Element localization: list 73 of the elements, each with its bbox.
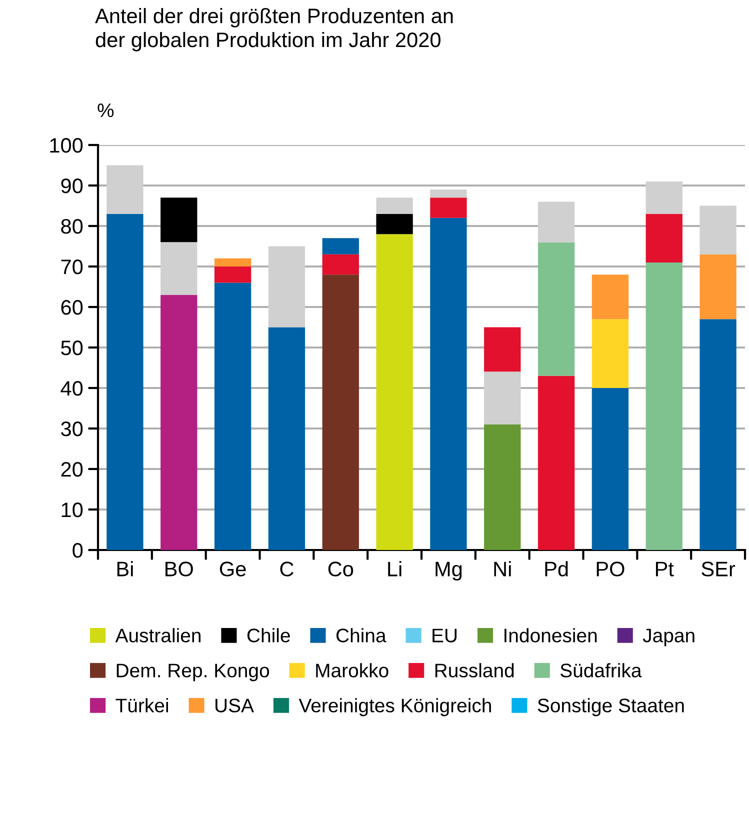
bar [592, 388, 629, 550]
x-tick-label: Pt [656, 562, 674, 576]
y-axis-title: % [98, 104, 114, 118]
legend-label: EU [432, 628, 457, 642]
bar [646, 181, 682, 214]
x-tick-label: SEr [702, 562, 736, 576]
legend-label: Marokko [316, 663, 388, 678]
bar [322, 238, 359, 254]
bar [700, 319, 736, 550]
bar [376, 234, 413, 550]
legend-label: Dem. Rep. Kongo [116, 664, 270, 682]
y-tick-label: 80 [61, 219, 83, 234]
x-tick-label: Ni [494, 561, 511, 576]
bar [160, 198, 198, 242]
bar [538, 242, 575, 376]
y-tick-label: 90 [61, 178, 83, 194]
y-tick-label: 60 [61, 300, 83, 315]
y-tick-label: 30 [61, 422, 83, 436]
bar [214, 282, 252, 550]
bar [646, 214, 682, 262]
bar [700, 206, 736, 254]
bar [538, 202, 575, 242]
bar [322, 274, 359, 550]
x-tick-label: Ge [220, 562, 246, 576]
legend-label: Südafrika [560, 663, 642, 678]
bar [484, 372, 521, 424]
bar [484, 424, 521, 550]
legend-label: Russland [435, 663, 514, 678]
y-tick-label: 50 [61, 340, 83, 356]
x-tick-label: BO [166, 562, 193, 576]
chart-title: Anteil der drei größten Produzenten an der globalen Produktion im Jahr 2020 [95, 8, 453, 52]
bar [484, 327, 521, 372]
legend-label: China [336, 628, 386, 642]
bar [430, 190, 467, 198]
legend-label: Indonesien [504, 628, 597, 642]
bar [106, 214, 144, 550]
bar [376, 198, 413, 214]
x-tick-label: C [280, 562, 294, 576]
bar [430, 198, 467, 218]
bar [322, 254, 359, 275]
bar [538, 376, 575, 550]
bar [268, 246, 306, 328]
x-tick-label: Mg [436, 562, 462, 581]
x-tick-label: PO [596, 562, 624, 576]
y-tick-label: 10 [62, 502, 83, 518]
legend-label: USA [216, 698, 254, 712]
y-tick-label: 70 [61, 260, 83, 274]
x-tick-label: Co [328, 562, 354, 576]
bar [700, 254, 736, 320]
bar [106, 165, 144, 214]
bar [160, 294, 198, 550]
bar [376, 214, 413, 234]
legend-label: Sonstige Staaten [538, 698, 684, 716]
y-tick-label: 20 [61, 462, 83, 477]
bar [214, 258, 252, 266]
legend-label: Australien [115, 628, 200, 642]
bar [592, 319, 629, 388]
x-tick-label: Bi [117, 561, 133, 576]
bar [430, 218, 467, 550]
legend-label: Japan [642, 628, 694, 646]
legend-label: Türkei [116, 698, 168, 712]
y-tick-label: 100 [50, 138, 83, 153]
y-tick-label: 0 [72, 543, 83, 558]
bar [214, 266, 252, 283]
y-tick-label: 40 [60, 381, 83, 396]
bar [160, 242, 198, 295]
x-tick-label: Li [388, 561, 402, 576]
bar [268, 327, 306, 550]
bar [646, 262, 682, 550]
bar [592, 274, 629, 320]
x-tick-label: Pd [545, 561, 568, 576]
legend-label: Vereinigtes Königreich [298, 698, 491, 716]
legend-label: Chile [247, 628, 290, 642]
